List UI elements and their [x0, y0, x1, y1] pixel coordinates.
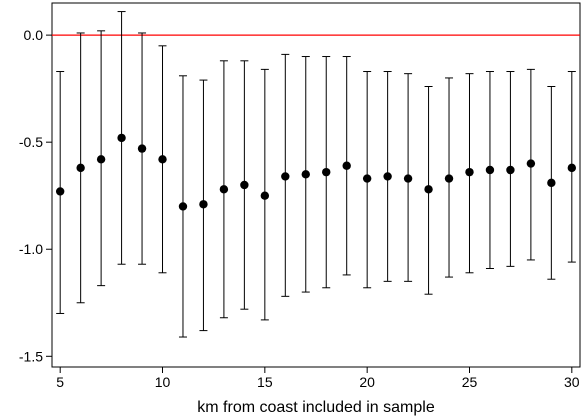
data-point: [567, 163, 577, 173]
data-point: [424, 185, 433, 194]
y-tick-label: -0.5: [19, 134, 43, 150]
data-point: [178, 202, 188, 211]
data-point: [199, 200, 208, 209]
data-point: [281, 172, 290, 181]
x-axis: 5 10 15 20 25 30: [56, 367, 580, 390]
data-point: [322, 167, 331, 177]
x-tick-label: 10: [155, 374, 171, 390]
x-tick-label: 25: [462, 374, 478, 390]
data-point: [547, 178, 556, 188]
x-tick-label: 5: [56, 374, 64, 390]
y-axis: 0.0 -0.5 -1.0 -1.5: [19, 27, 52, 364]
plot-frame: [51, 2, 581, 368]
data-point: [260, 191, 270, 200]
data-point: [137, 144, 147, 153]
data-point: [465, 167, 474, 177]
x-tick-label: 30: [564, 374, 580, 390]
y-tick-label: -1.0: [19, 241, 43, 257]
x-axis-label: km from coast included in sample: [197, 399, 435, 416]
data-point: [506, 165, 515, 175]
x-tick-label: 20: [359, 374, 375, 390]
data-point: [55, 187, 65, 196]
data-point: [444, 174, 454, 183]
data-point: [96, 155, 106, 164]
data-point: [240, 180, 249, 190]
data-point: [403, 174, 413, 183]
data-point: [117, 133, 126, 143]
data-points: [55, 133, 577, 211]
y-tick-label: 0.0: [24, 27, 44, 43]
error-bars: [56, 11, 576, 338]
data-point: [219, 185, 229, 194]
data-point: [485, 165, 495, 175]
data-point: [301, 170, 310, 179]
data-point: [362, 174, 372, 183]
x-tick-label: 15: [257, 374, 273, 390]
data-point: [76, 163, 85, 173]
data-point: [342, 161, 351, 170]
y-tick-label: -1.5: [19, 348, 43, 364]
data-point: [383, 172, 392, 181]
data-point: [158, 155, 167, 164]
data-point: [526, 159, 536, 168]
